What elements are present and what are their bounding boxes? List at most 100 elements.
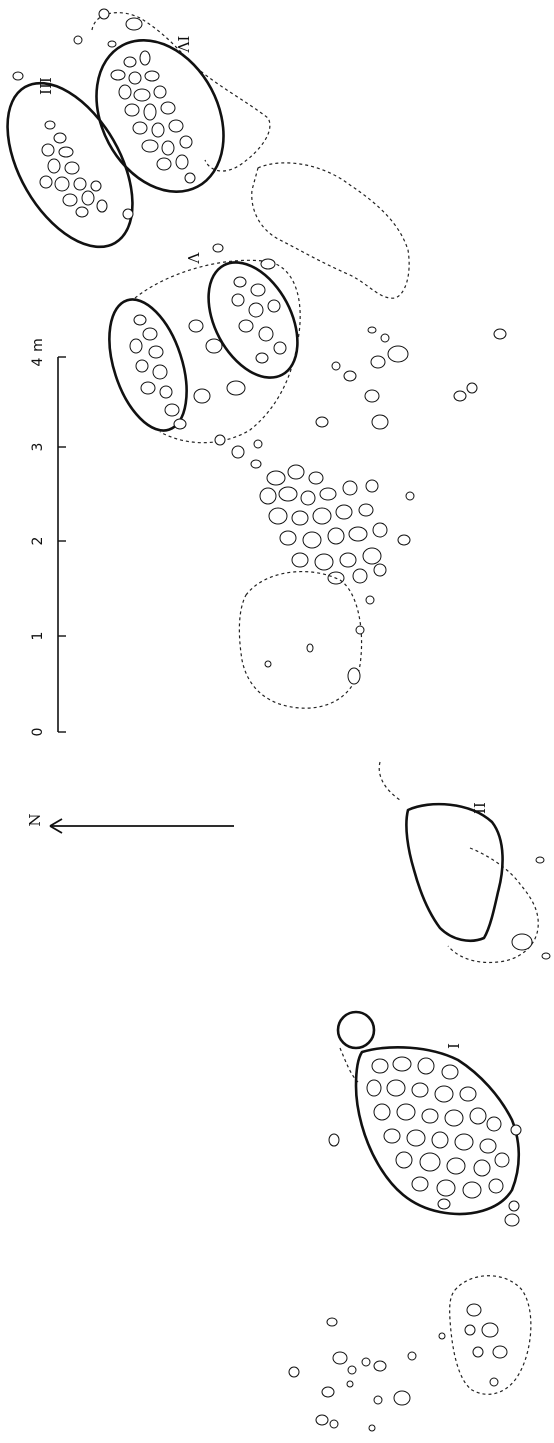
- stone: [421, 1108, 439, 1124]
- stone: [312, 507, 332, 525]
- stone: [132, 121, 148, 135]
- stone: [278, 486, 298, 502]
- stone: [133, 88, 151, 102]
- stone: [386, 1079, 406, 1097]
- scattered-stones-south: [288, 1317, 417, 1432]
- stone: [535, 856, 545, 864]
- dashed-area-south: [438, 1275, 532, 1395]
- stone: [473, 1159, 491, 1177]
- stone: [355, 625, 365, 635]
- feature-label-v: V: [184, 252, 202, 265]
- dashed-area-east: [251, 162, 410, 299]
- stone: [406, 1129, 426, 1147]
- stone: [411, 1082, 429, 1098]
- stone: [248, 302, 264, 318]
- stone: [370, 355, 386, 369]
- stone: [135, 359, 149, 373]
- stone: [327, 527, 345, 545]
- stone: [193, 388, 211, 404]
- stone: [156, 157, 172, 171]
- stone: [107, 40, 117, 48]
- stone: [352, 568, 368, 584]
- stone: [321, 1386, 335, 1398]
- feature-ii: II: [378, 761, 551, 964]
- stone: [73, 177, 87, 191]
- stone: [392, 1056, 412, 1072]
- stone: [302, 531, 322, 549]
- stone: [75, 206, 89, 218]
- feature-iv: IV: [73, 8, 271, 194]
- stone: [411, 1176, 429, 1192]
- stone: [129, 338, 143, 354]
- stone: [159, 385, 173, 399]
- stone: [459, 1086, 477, 1102]
- stone: [434, 1085, 454, 1103]
- stone: [397, 534, 411, 546]
- stone: [417, 1057, 435, 1075]
- stone: [373, 1360, 387, 1372]
- stone: [231, 445, 245, 459]
- stone: [346, 1380, 354, 1388]
- scattered-stones-east: [315, 326, 507, 430]
- stone: [258, 326, 274, 342]
- stone: [319, 487, 337, 501]
- stone: [125, 17, 143, 31]
- stone: [253, 439, 263, 449]
- stone: [287, 464, 305, 480]
- stone: [233, 276, 247, 288]
- stone: [541, 952, 551, 960]
- stone: [371, 414, 389, 430]
- stone: [373, 1395, 383, 1405]
- stone: [143, 103, 157, 121]
- stone: [279, 530, 297, 546]
- stone: [168, 119, 184, 133]
- stone: [335, 504, 353, 520]
- stone: [441, 1064, 459, 1080]
- feature-label-iii: III: [36, 77, 54, 95]
- stone: [212, 243, 224, 253]
- stone: [96, 199, 108, 213]
- stone: [466, 382, 478, 394]
- stone: [153, 85, 167, 99]
- stone: [466, 1303, 482, 1317]
- scale-tick-4: 4: [30, 357, 46, 366]
- stone: [453, 390, 467, 402]
- stone: [267, 299, 281, 313]
- stone: [259, 487, 277, 505]
- feature-label-iv: IV: [174, 36, 192, 54]
- stone: [141, 139, 159, 153]
- stone: [238, 319, 254, 333]
- stone: [396, 1103, 416, 1121]
- stone: [184, 172, 196, 184]
- stone: [226, 380, 246, 396]
- stone: [395, 1151, 413, 1169]
- stone: [454, 1133, 474, 1151]
- stone: [464, 1324, 476, 1336]
- stone: [479, 1138, 497, 1154]
- stone: [47, 158, 61, 174]
- stone: [366, 1079, 382, 1097]
- stone: [151, 122, 165, 138]
- stone: [81, 190, 95, 206]
- stone: [339, 552, 357, 568]
- scale-tick-3: 3: [30, 443, 46, 452]
- stone: [488, 1178, 504, 1194]
- stone: [472, 1346, 484, 1358]
- stone: [179, 135, 193, 149]
- stone: [133, 314, 147, 326]
- stone: [387, 345, 409, 363]
- stone-concentration: [250, 459, 415, 605]
- stone: [39, 175, 53, 189]
- stone: [368, 1424, 376, 1432]
- stone: [140, 381, 156, 395]
- stone: [367, 326, 377, 334]
- stone: [486, 1116, 502, 1132]
- stone: [110, 69, 126, 81]
- dashed-area-empty: [238, 570, 365, 709]
- stone: [372, 522, 388, 538]
- north-arrow: N: [26, 813, 234, 834]
- stone: [152, 364, 168, 380]
- stone: [314, 553, 334, 571]
- stone: [175, 154, 189, 170]
